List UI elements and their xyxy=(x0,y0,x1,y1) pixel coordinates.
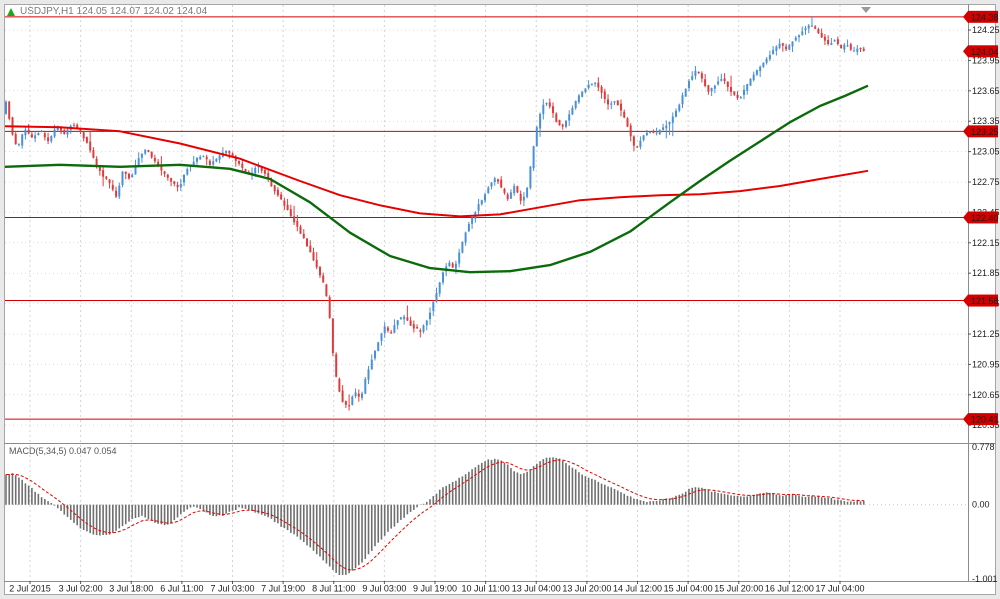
macd-max-label: 0.778 xyxy=(972,442,995,452)
time-tick-label: 13 Jul 04:00 xyxy=(512,584,561,594)
price-badge-124.38: 124.38 xyxy=(963,10,999,23)
price-tick-label: 123.95 xyxy=(972,55,1000,65)
price-tick-label: 122.15 xyxy=(972,238,1000,248)
time-tick-label: 16 Jul 12:00 xyxy=(765,584,814,594)
svg-text:124.04: 124.04 xyxy=(971,47,999,57)
svg-text:120.41: 120.41 xyxy=(971,415,999,425)
time-tick-label: 10 Jul 11:00 xyxy=(461,584,509,594)
macd-axis-labels: 0.778 0.00 -1.001 xyxy=(972,442,998,584)
macd-signal-line xyxy=(6,459,864,571)
price-tick-label: 120.35 xyxy=(972,420,1000,430)
ma-fast-line xyxy=(4,125,869,218)
price-tick-label: 121.25 xyxy=(972,329,1000,339)
price-badge-121.58: 121.58 xyxy=(963,294,999,307)
price-tick-label: 120.65 xyxy=(972,390,1000,400)
horizontal-level-lines xyxy=(5,16,968,420)
time-tick-label: 15 Jul 04:00 xyxy=(664,584,713,594)
time-tick-label: 14 Jul 12:00 xyxy=(613,584,662,594)
candlesticks xyxy=(5,15,865,411)
time-tick-label: 9 Jul 19:00 xyxy=(413,584,457,594)
chart-window-border xyxy=(4,4,996,595)
macd-zero-label: 0.00 xyxy=(972,500,990,510)
time-axis-labels: 2 Jul 2015 3 Jul 02:00 3 Jul 18:00 6 Jul 11… xyxy=(9,581,865,594)
svg-text:123.25: 123.25 xyxy=(971,127,999,137)
price-badge-122.40: 122.40 xyxy=(963,211,999,224)
price-tick-label: 123.35 xyxy=(972,116,1000,126)
time-tick-label: 17 Jul 04:00 xyxy=(815,584,864,594)
price-tick-label: 122.75 xyxy=(972,177,1000,187)
svg-text:121.58: 121.58 xyxy=(971,296,999,306)
chart-shift-marker-icon xyxy=(861,7,871,13)
macd-min-label: -1.001 xyxy=(972,574,998,584)
time-tick-label: 8 Jul 11:00 xyxy=(312,584,355,594)
time-tick-label: 3 Jul 02:00 xyxy=(59,584,103,594)
price-badge-120.41: 120.41 xyxy=(963,413,999,426)
price-tick-label: 123.05 xyxy=(972,147,1000,157)
price-badge-123.25: 123.25 xyxy=(963,125,999,138)
time-tick-label: 15 Jul 20:00 xyxy=(714,584,763,594)
time-tick-label: 6 Jul 11:00 xyxy=(160,584,203,594)
time-tick-label: 13 Jul 20:00 xyxy=(562,584,611,594)
current-price-badge: 124.04 xyxy=(963,45,999,58)
svg-text:122.40: 122.40 xyxy=(971,213,999,223)
price-tick-label: 123.65 xyxy=(972,86,1000,96)
grid-lines xyxy=(5,5,968,581)
price-tick-label: 124.25 xyxy=(972,25,1000,35)
time-tick-label: 2 Jul 2015 xyxy=(9,584,51,594)
time-tick-label: 9 Jul 03:00 xyxy=(362,584,406,594)
time-tick-label: 7 Jul 03:00 xyxy=(210,584,254,594)
time-tick-label: 7 Jul 19:00 xyxy=(261,584,305,594)
ma-slow-line xyxy=(4,84,869,274)
time-tick-label: 3 Jul 18:00 xyxy=(109,584,153,594)
price-tick-label: 121.85 xyxy=(972,268,1000,278)
svg-text:124.38: 124.38 xyxy=(971,12,999,22)
price-tick-label: 120.95 xyxy=(972,359,1000,369)
